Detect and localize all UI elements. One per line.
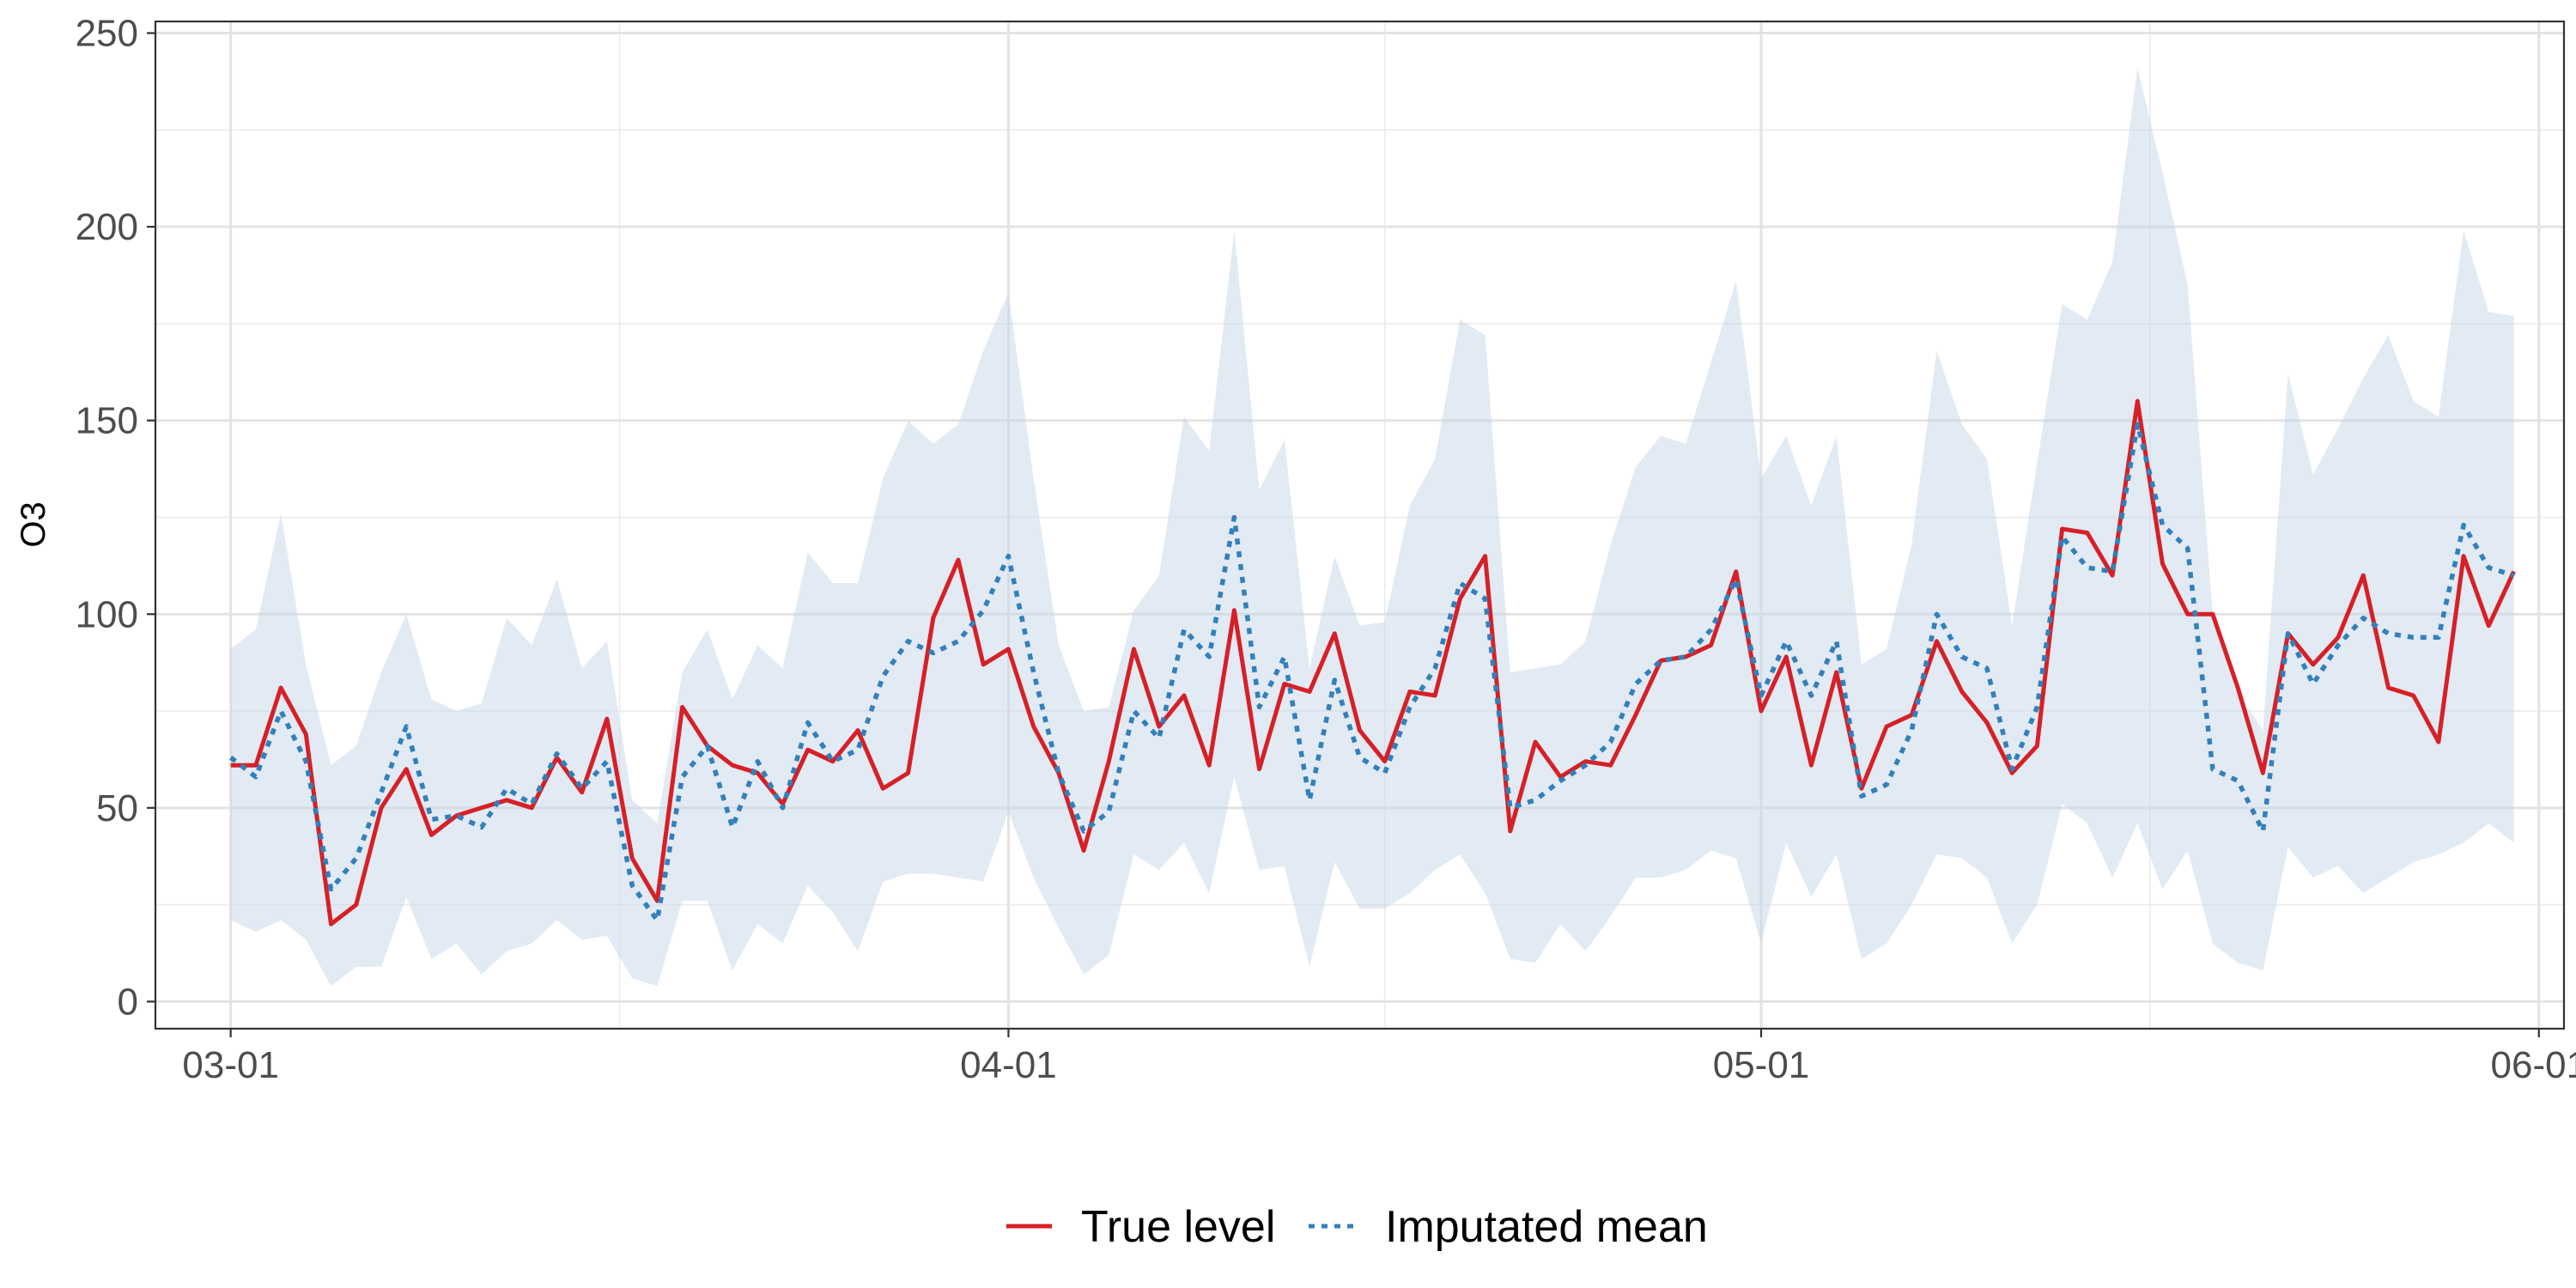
legend: True level Imputated mean (1006, 1202, 1708, 1252)
y-tick-label: 150 (76, 400, 138, 442)
plot-panel-border (154, 20, 2566, 1030)
x-axis: 03-01 04-01 05-01 06-01 (182, 1029, 2576, 1086)
legend-label-true-level: True level (1081, 1202, 1275, 1252)
y-axis-title: O3 (15, 501, 52, 547)
legend-label-imputated-mean: Imputated mean (1385, 1202, 1708, 1252)
imputation-band (230, 68, 2514, 987)
x-tick-label: 03-01 (182, 1044, 279, 1086)
x-tick-label: 05-01 (1713, 1044, 1810, 1086)
x-tick-label: 06-01 (2491, 1044, 2576, 1086)
y-tick-label: 100 (76, 593, 138, 635)
series-line-true-level (230, 398, 2516, 927)
y-tick-label: 0 (118, 981, 138, 1023)
x-tick-label: 04-01 (960, 1044, 1057, 1086)
y-tick-label: 250 (76, 13, 138, 55)
series-lines (229, 398, 2516, 927)
imputation-band-area (230, 68, 2514, 987)
y-axis: 0 50 100 150 200 250 (76, 13, 155, 1023)
y-tick-label: 200 (76, 206, 138, 248)
y-tick-label: 50 (96, 787, 138, 829)
series-line-imputated-mean (229, 422, 2515, 923)
